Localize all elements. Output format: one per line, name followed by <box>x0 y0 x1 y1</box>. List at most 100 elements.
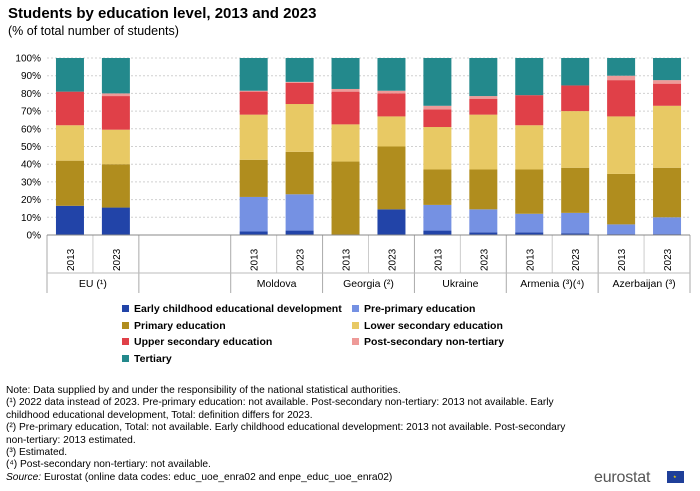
bar-segment <box>101 207 130 235</box>
legend-label: Pre-primary education <box>364 303 476 315</box>
group-label: Georgia (²) <box>343 278 394 290</box>
bar-segment <box>55 160 84 206</box>
bar-segment <box>607 80 636 117</box>
bar-segment <box>377 90 406 94</box>
legend-label: Primary education <box>134 319 226 332</box>
bar-segment <box>515 125 544 170</box>
bar-segment <box>561 58 590 86</box>
y-tick-label: 80% <box>21 89 41 100</box>
y-tick-label: 70% <box>21 107 41 118</box>
legend-swatch <box>352 321 359 329</box>
bar-segment <box>607 75 636 81</box>
note-3: (³) Estimated. <box>6 447 68 459</box>
eurostat-logo: eurostat <box>594 469 651 486</box>
bar-segment <box>331 91 360 125</box>
y-tick-label: 40% <box>21 160 41 171</box>
bar-segment <box>423 127 452 170</box>
legend-item: Primary education <box>122 320 226 332</box>
bar-segment <box>515 58 544 96</box>
bar-segment <box>101 96 130 130</box>
legend-label: Early childhood educational development <box>134 303 342 315</box>
legend-label: Upper secondary education <box>134 336 273 348</box>
bar-segment <box>469 232 498 235</box>
x-tick-label: 2023 <box>112 248 123 271</box>
bar-segment <box>55 91 84 126</box>
bar-segment <box>653 105 682 168</box>
group-label: Moldova <box>257 278 297 290</box>
bar-segment <box>469 58 498 97</box>
bar-segment <box>561 212 590 234</box>
y-tick-label: 30% <box>21 177 41 188</box>
y-tick-label: 0% <box>27 231 42 242</box>
legend-swatch <box>122 354 129 362</box>
x-tick-label: 2023 <box>571 248 582 271</box>
legend-swatch <box>352 305 359 312</box>
x-tick-label: 2013 <box>525 248 536 271</box>
legend-label: Post-secondary non-tertiary <box>364 336 505 348</box>
bar-segment <box>101 129 130 165</box>
bar-segment <box>285 194 314 231</box>
bar-segment <box>561 167 590 213</box>
bar-segment <box>423 230 452 235</box>
source-label: Source: <box>6 471 42 483</box>
bar-segment <box>469 96 498 99</box>
bar-segment <box>561 85 590 112</box>
y-tick-label: 90% <box>21 71 41 82</box>
bar-segment <box>239 159 268 197</box>
legend-swatch <box>122 305 129 312</box>
group-label: Armenia (³)(⁴) <box>520 278 584 290</box>
note-2: (²) Pre-primary education, Total: not av… <box>6 422 566 446</box>
bar-segment <box>515 232 544 235</box>
bar-segment <box>55 58 84 92</box>
y-tick-label: 20% <box>21 195 41 206</box>
bar-segment <box>285 151 314 195</box>
bar-segment <box>285 82 314 105</box>
bar-segment <box>377 58 406 91</box>
bar-segment <box>653 80 682 84</box>
note-general: Note: Data supplied by and under the res… <box>6 385 401 396</box>
bar-segment <box>239 231 268 235</box>
legend-swatch <box>122 338 129 345</box>
bar-segment <box>469 169 498 210</box>
legend-item: Upper secondary education <box>122 336 272 348</box>
group-label: EU (¹) <box>79 278 107 290</box>
x-tick-label: 2023 <box>296 248 307 271</box>
bar-segment <box>561 233 590 235</box>
bar-segment <box>239 91 268 115</box>
x-tick-label: 2023 <box>663 248 674 271</box>
bar-segment <box>377 146 406 210</box>
bar-segment <box>423 169 452 205</box>
bar-segment <box>423 109 452 128</box>
legend-item: Early childhood educational development <box>122 303 342 315</box>
bar-segment <box>285 58 314 82</box>
bar-segment <box>101 93 130 97</box>
bar-segment <box>239 196 268 232</box>
bar-segment <box>423 58 452 106</box>
x-tick-label: 2013 <box>250 248 261 271</box>
x-tick-label: 2023 <box>479 248 490 271</box>
legend-item: Tertiary <box>122 353 172 365</box>
bar-segment <box>331 88 360 92</box>
x-tick-label: 2023 <box>387 248 398 271</box>
y-tick-label: 60% <box>21 124 41 135</box>
bar-segment <box>55 205 84 235</box>
legend-item: Lower secondary education <box>352 320 503 332</box>
eu-flag-icon: ★ <box>667 471 684 483</box>
chart-subtitle: (% of total number of students) <box>8 24 179 38</box>
bar-segment <box>469 114 498 170</box>
x-tick-label: 2013 <box>433 248 444 271</box>
bar-segment <box>239 58 268 91</box>
bar-segment <box>469 98 498 115</box>
bar-segment <box>331 58 360 89</box>
legend-swatch <box>352 338 359 345</box>
x-tick-label: 2013 <box>617 248 628 271</box>
stacked-bar-chart: 0% 10% 20% 30% 40% 50% 60% 70% 80% 90% 100% 2013 202… <box>15 54 691 293</box>
bar-segment <box>607 173 636 225</box>
bar-segment <box>331 161 360 235</box>
x-tick-label: 2013 <box>66 248 77 271</box>
bar-segment <box>239 114 268 160</box>
legend-swatch <box>122 321 129 329</box>
legend-item: Post-secondary non-tertiary <box>352 336 504 348</box>
y-tick-label: 10% <box>21 213 41 224</box>
y-tick-label: 100% <box>15 54 41 65</box>
